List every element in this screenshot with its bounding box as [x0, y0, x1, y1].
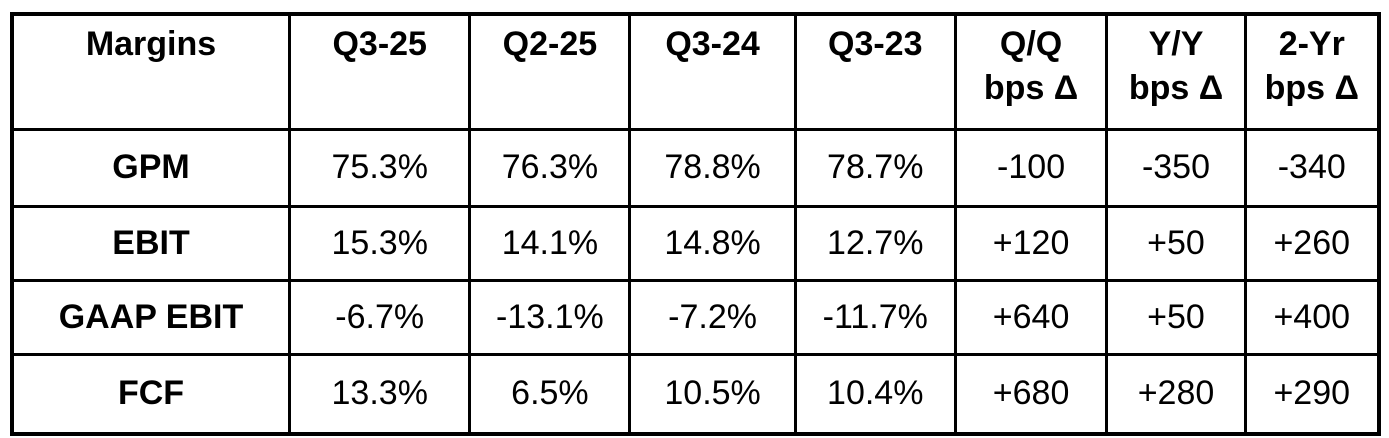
cell-ebit-q3-23: 12.7% — [793, 204, 957, 282]
header-q3-25: Q3-25 — [287, 12, 472, 131]
header-q3-24: Q3-24 — [628, 12, 797, 131]
header-label: Margins — [85, 25, 217, 63]
header-sublabel: bps Δ — [983, 69, 1079, 107]
cell-gaap-ebit-q3-23: -11.7% — [793, 278, 957, 356]
cell-ebit-yy-bps: +50 — [1105, 204, 1247, 282]
cell-fcf-2yr-bps: +290 — [1243, 352, 1381, 436]
header-margins: Margins — [10, 12, 291, 131]
header-yy-bps-delta: Y/Y bps Δ — [1105, 12, 1247, 131]
cell-gpm-yy-bps: -350 — [1105, 127, 1247, 208]
header-label: Q/Q — [999, 25, 1063, 63]
cell-gaap-ebit-2yr-bps: +400 — [1243, 278, 1381, 356]
cell-fcf-q3-25: 13.3% — [287, 352, 472, 436]
cell-gaap-ebit-yy-bps: +50 — [1105, 278, 1247, 356]
header-label: Y/Y — [1148, 25, 1204, 63]
cell-fcf-qq-bps: +680 — [953, 352, 1109, 436]
cell-gpm-q3-23: 78.7% — [793, 127, 957, 208]
header-q2-25: Q2-25 — [468, 12, 632, 131]
cell-gpm-2yr-bps: -340 — [1243, 127, 1381, 208]
margins-table: Margins Q3-25 Q2-25 Q3-24 Q3-23 — [10, 12, 1381, 436]
cell-gaap-ebit-q2-25: -13.1% — [468, 278, 632, 356]
row-label-gaap-ebit: GAAP EBIT — [10, 278, 291, 356]
row-label-ebit: EBIT — [10, 204, 291, 282]
row-label-fcf: FCF — [10, 352, 291, 436]
table-row-fcf: FCF 13.3% 6.5% 10.5% 10.4% +680 +280 +29… — [10, 352, 1381, 436]
header-label: Q3-25 — [332, 25, 427, 63]
header-label: Q3-24 — [665, 25, 760, 63]
table-row-gaap-ebit: GAAP EBIT -6.7% -13.1% -7.2% -11.7% +640… — [10, 278, 1381, 356]
row-label-gpm: GPM — [10, 127, 291, 208]
cell-gaap-ebit-q3-24: -7.2% — [628, 278, 797, 356]
cell-gpm-q3-25: 75.3% — [287, 127, 472, 208]
table-row-ebit: EBIT 15.3% 14.1% 14.8% 12.7% +120 +50 +2… — [10, 204, 1381, 282]
header-sublabel: bps Δ — [1128, 69, 1224, 107]
cell-gaap-ebit-qq-bps: +640 — [953, 278, 1109, 356]
cell-gaap-ebit-q3-25: -6.7% — [287, 278, 472, 356]
cell-fcf-q3-24: 10.5% — [628, 352, 797, 436]
header-row: Margins Q3-25 Q2-25 Q3-24 Q3-23 — [10, 12, 1381, 131]
cell-gpm-q2-25: 76.3% — [468, 127, 632, 208]
cell-fcf-q2-25: 6.5% — [468, 352, 632, 436]
header-label: 2-Yr — [1278, 25, 1345, 63]
header-label: Q3-23 — [828, 25, 923, 63]
header-label: Q2-25 — [502, 25, 598, 63]
cell-gpm-q3-24: 78.8% — [628, 127, 797, 208]
cell-ebit-q3-25: 15.3% — [287, 204, 472, 282]
header-sublabel: bps Δ — [1264, 69, 1359, 107]
cell-ebit-qq-bps: +120 — [953, 204, 1109, 282]
table-row-gpm: GPM 75.3% 76.3% 78.8% 78.7% -100 -350 -3… — [10, 127, 1381, 208]
cell-ebit-q3-24: 14.8% — [628, 204, 797, 282]
header-qq-bps-delta: Q/Q bps Δ — [953, 12, 1109, 131]
header-q3-23: Q3-23 — [793, 12, 957, 131]
cell-ebit-q2-25: 14.1% — [468, 204, 632, 282]
cell-gpm-qq-bps: -100 — [953, 127, 1109, 208]
cell-fcf-q3-23: 10.4% — [793, 352, 957, 436]
cell-ebit-2yr-bps: +260 — [1243, 204, 1381, 282]
header-2yr-bps-delta: 2-Yr bps Δ — [1243, 12, 1381, 131]
cell-fcf-yy-bps: +280 — [1105, 352, 1247, 436]
